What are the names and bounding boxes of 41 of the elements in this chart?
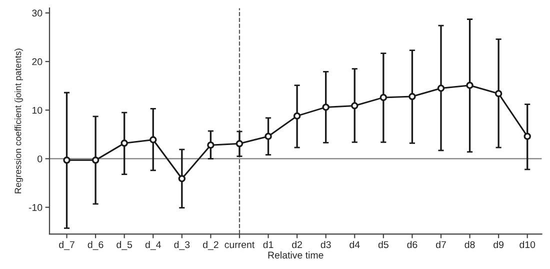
point <box>524 132 531 140</box>
x-tick-label: d3 <box>320 240 331 248</box>
x-axis-title: Relative time <box>268 251 324 259</box>
point <box>408 92 416 100</box>
point <box>178 175 186 182</box>
x-tick-label: current <box>224 242 255 248</box>
point <box>207 141 214 149</box>
x-tick-label: d1 <box>263 240 274 248</box>
point <box>351 102 358 110</box>
x-tick-label: d5 <box>378 240 388 248</box>
point <box>293 112 301 120</box>
point <box>236 140 244 148</box>
y-tick-label: -10 <box>28 204 42 211</box>
x-tick-label: d_5 <box>116 240 132 250</box>
x-tick-label: d_2 <box>203 240 218 250</box>
y-tick-label: 0 <box>38 155 42 162</box>
point <box>150 136 157 144</box>
point <box>494 90 502 98</box>
point <box>92 156 100 164</box>
point <box>120 140 128 147</box>
x-tick-label: d6 <box>407 240 418 248</box>
point <box>380 94 388 102</box>
point <box>264 132 272 140</box>
x-tick-label: d8 <box>464 240 475 248</box>
x-tick-label: d4 <box>350 240 360 248</box>
y-tick-label: 30 <box>32 10 42 17</box>
point <box>322 104 330 111</box>
point <box>466 82 474 89</box>
x-tick-label: d_4 <box>145 240 161 250</box>
x-tick-label: d7 <box>436 240 446 248</box>
point <box>437 84 445 92</box>
y-axis-title: Regression coefficient (joint patents) <box>14 48 23 194</box>
x-tick-label: d_3 <box>174 240 190 250</box>
point <box>63 156 70 164</box>
x-tick-label: d_6 <box>88 240 104 250</box>
x-tick-label: d2 <box>292 240 302 248</box>
x-tick-label: d9 <box>494 240 504 248</box>
x-tick-label: d_7 <box>59 240 74 250</box>
y-tick-label: 10 <box>32 106 42 114</box>
x-tick-label: d10 <box>520 240 536 248</box>
y-tick-label: 20 <box>32 58 42 66</box>
